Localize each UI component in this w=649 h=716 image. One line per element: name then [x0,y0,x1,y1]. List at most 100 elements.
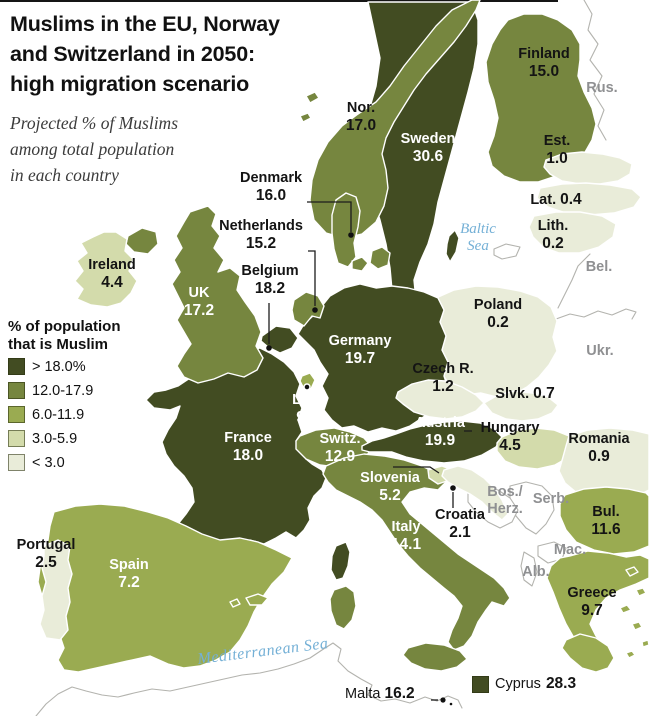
label-germany: Germany 19.7 [328,333,392,367]
legend-item: 3.0-5.9 [8,427,120,450]
russia-border-line [583,0,607,141]
lithuania-shape [528,211,617,254]
label-ireland: Ireland 4.4 [88,257,136,291]
label-bulgaria: Bul. 11.6 [591,504,621,538]
netherlands-shape [291,291,325,327]
label-ukraine: Ukr. [586,343,614,359]
label-spain: Spain 7.2 [109,557,149,591]
label-hungary: Hungary 4.5 [480,420,540,454]
legend-label-cat2: 12.0-17.9 [32,382,94,399]
label-uk: UK 17.2 [183,285,215,319]
malta-islet-dot [449,702,453,706]
croatia-shape [441,465,509,521]
label-latvia: Lat. 0.4 [530,191,582,208]
label-netherlands: Netherlands 15.2 [219,218,303,252]
label-bosnia: Bos./Herz. [487,484,523,517]
label-slovenia: Slovenia 5.2 [360,470,420,504]
legend-label-cat1: > 18.0% [32,358,86,375]
label-sweden: Sweden 30.6 [400,131,456,165]
label-italy: Italy 14.1 [390,519,422,553]
legend: % of population that is Muslim > 18.0% 1… [8,318,120,474]
kaliningrad-shape [493,243,521,260]
subtitle-line-1: Projected % of Muslims [10,113,179,133]
legend-swatch-cat2 [8,382,25,399]
label-slovakia: Slvk. 0.7 [495,385,555,402]
balearic-islands-shape [229,593,269,608]
belarus-ukraine-border-line [555,308,637,320]
subtitle-line-3: in each country [10,165,119,185]
label-poland: Poland 0.2 [473,297,523,331]
croatia-marker-dot [450,485,456,491]
greek-islands-shape [619,566,649,659]
label-portugal: Portugal 2.5 [16,537,76,571]
label-belgium: Belgium 18.2 [241,263,299,297]
peloponnese-shape [561,633,615,673]
label-cyprus: Cyprus 28.3 [472,675,576,693]
legend-swatch-cat5 [8,454,25,471]
italy-shape [322,453,511,651]
legend-swatch-cat4 [8,430,25,447]
ireland-shape [74,231,138,308]
legend-swatch-cat3 [8,406,25,423]
netherlands-leader-line [308,250,316,306]
label-baltic-sea: Baltic Sea [460,221,496,254]
legend-item: 6.0-11.9 [8,403,120,426]
label-malta: Malta 16.2 [345,685,415,702]
cyprus-swatch [472,675,489,693]
czech-shape [395,379,485,420]
label-czech: Czech R. 1.2 [412,361,474,395]
label-estonia: Est. 1.0 [543,133,571,167]
label-luxembourg: Lux. 9.9 [292,392,322,426]
label-belarus: Bel. [585,259,613,275]
slovenia-leader-line [393,466,440,474]
bulgaria-shape [559,486,649,555]
slovakia-shape [483,390,559,422]
malta-marker-dot [440,697,446,703]
luxembourg-shape [299,372,316,390]
label-finland: Finland 15.0 [518,46,570,80]
cyprus-name: Cyprus [495,676,541,692]
legend-label-cat4: 3.0-5.9 [32,430,78,447]
page-title-line-1: Muslims in the EU, Norway [10,12,280,36]
albania-shape [520,551,538,587]
norway-shape [309,0,481,239]
label-austria: Austria 19.9 [415,415,465,449]
legend-title-line-1: % of population [8,318,121,335]
legend-title-line-2: that is Muslim [8,336,109,353]
legend-item: 12.0-17.9 [8,379,120,402]
latvia-shape [536,182,642,216]
label-switzerland: Switz. 12.9 [319,431,361,465]
lithuania-belarus-border-line [557,253,591,309]
denmark-shape [331,192,391,272]
legend-item: < 3.0 [8,451,120,474]
gotland-shape [445,229,460,263]
belgium-marker-dot [266,345,272,351]
legend-swatch-cat1 [8,358,25,375]
label-norway: Nor. 17.0 [345,100,377,134]
corsica-shape [330,541,351,581]
label-russia: Rus. [586,80,618,96]
greece-shape [546,550,649,653]
label-serbia: Serb. [532,491,570,507]
denmark-marker-dot [348,232,354,238]
cyprus-value: 28.3 [545,675,577,692]
legend-label-cat3: 6.0-11.9 [32,406,85,423]
label-greece: Greece 9.7 [567,585,617,619]
norway-islands-shape [299,91,320,123]
estonia-shape [543,151,633,185]
page-title-line-2: and Switzerland in 2050: [10,42,255,66]
top-border-line [0,0,558,2]
africa-coastline [35,642,463,716]
denmark-leader-line [307,201,352,232]
uk-shape [171,205,264,384]
label-macedonia: Mac. [553,542,587,558]
label-albania: Alb. [522,564,550,580]
label-denmark: Denmark 16.0 [239,170,303,204]
legend-item: > 18.0% [8,355,120,378]
page-title-line-3: high migration scenario [10,72,250,96]
label-croatia: Croatia 2.1 [435,507,485,541]
sicily-shape [402,642,468,672]
portugal-shape [39,539,73,641]
sardinia-shape [329,585,357,630]
